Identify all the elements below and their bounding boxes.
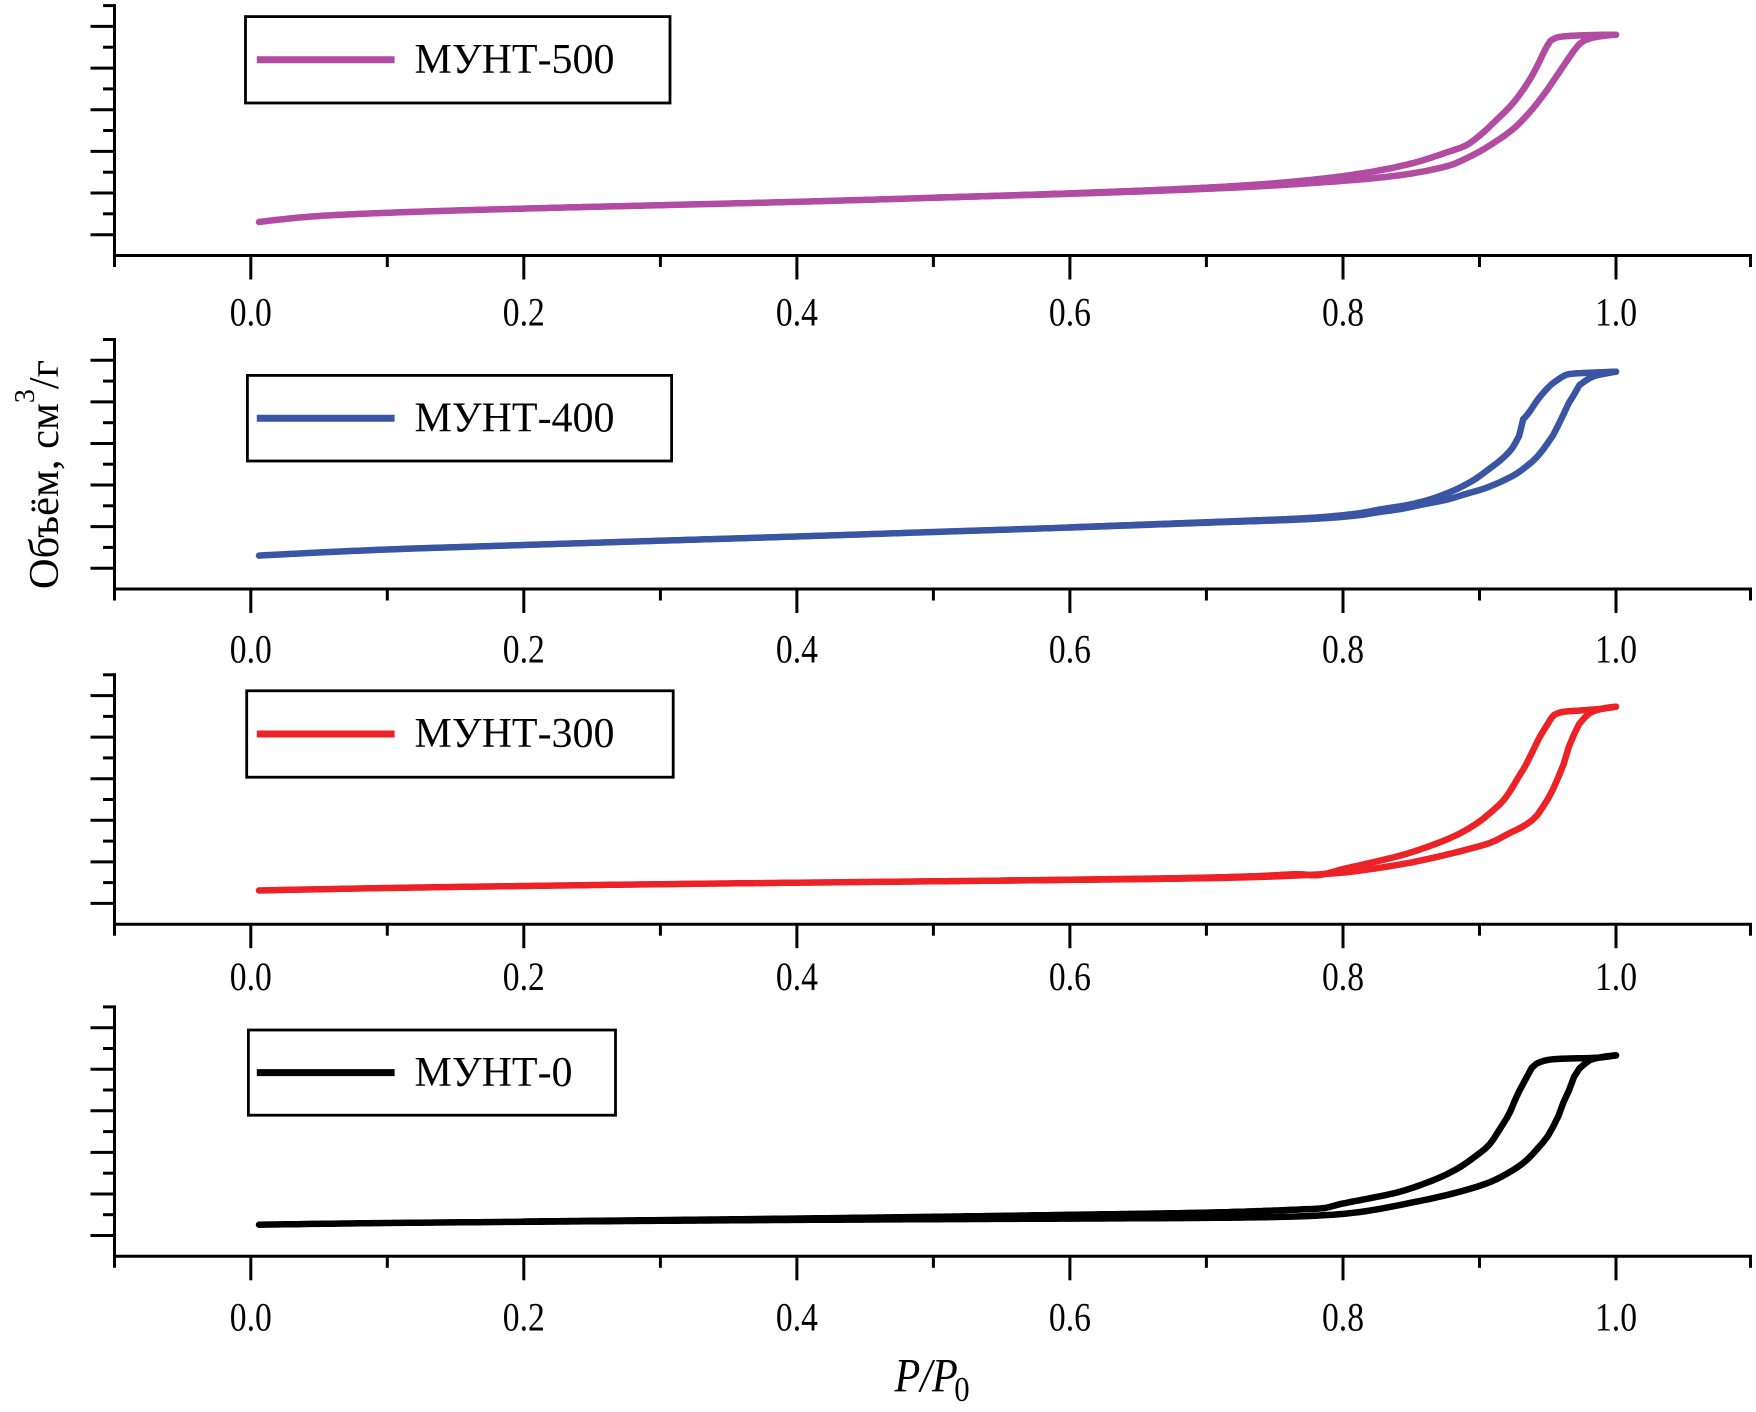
svg-text:0.4: 0.4 bbox=[776, 954, 818, 998]
svg-text:0.6: 0.6 bbox=[1049, 954, 1091, 998]
svg-text:МУНТ-0: МУНТ-0 bbox=[415, 1050, 573, 1096]
svg-text:0.2: 0.2 bbox=[503, 1295, 545, 1339]
svg-text:МУНТ-400: МУНТ-400 bbox=[415, 395, 615, 441]
svg-text:0.0: 0.0 bbox=[230, 1295, 272, 1339]
svg-text:1.0: 1.0 bbox=[1595, 290, 1637, 334]
svg-text:0.4: 0.4 bbox=[776, 627, 818, 671]
svg-text:МУНТ-500: МУНТ-500 bbox=[415, 37, 615, 83]
svg-text:1.0: 1.0 bbox=[1595, 627, 1637, 671]
svg-text:1.0: 1.0 bbox=[1595, 1295, 1637, 1339]
svg-text:0.8: 0.8 bbox=[1322, 954, 1364, 998]
svg-text:0.0: 0.0 bbox=[230, 627, 272, 671]
svg-text:1.0: 1.0 bbox=[1595, 954, 1637, 998]
svg-text:0.0: 0.0 bbox=[230, 954, 272, 998]
svg-text:0.6: 0.6 bbox=[1049, 627, 1091, 671]
svg-text:0.2: 0.2 bbox=[503, 954, 545, 998]
svg-text:0.4: 0.4 bbox=[776, 1295, 818, 1339]
svg-text:МУНТ-300: МУНТ-300 bbox=[415, 711, 615, 757]
svg-text:0.2: 0.2 bbox=[503, 627, 545, 671]
svg-text:0.4: 0.4 bbox=[776, 290, 818, 334]
svg-text:0.6: 0.6 bbox=[1049, 1295, 1091, 1339]
svg-text:0.2: 0.2 bbox=[503, 290, 545, 334]
svg-text:0.0: 0.0 bbox=[230, 290, 272, 334]
svg-text:0.8: 0.8 bbox=[1322, 627, 1364, 671]
svg-text:P/P0: P/P0 bbox=[894, 1349, 970, 1409]
svg-text:0.8: 0.8 bbox=[1322, 1295, 1364, 1339]
svg-text:0.6: 0.6 bbox=[1049, 290, 1091, 334]
svg-text:0.8: 0.8 bbox=[1322, 290, 1364, 334]
